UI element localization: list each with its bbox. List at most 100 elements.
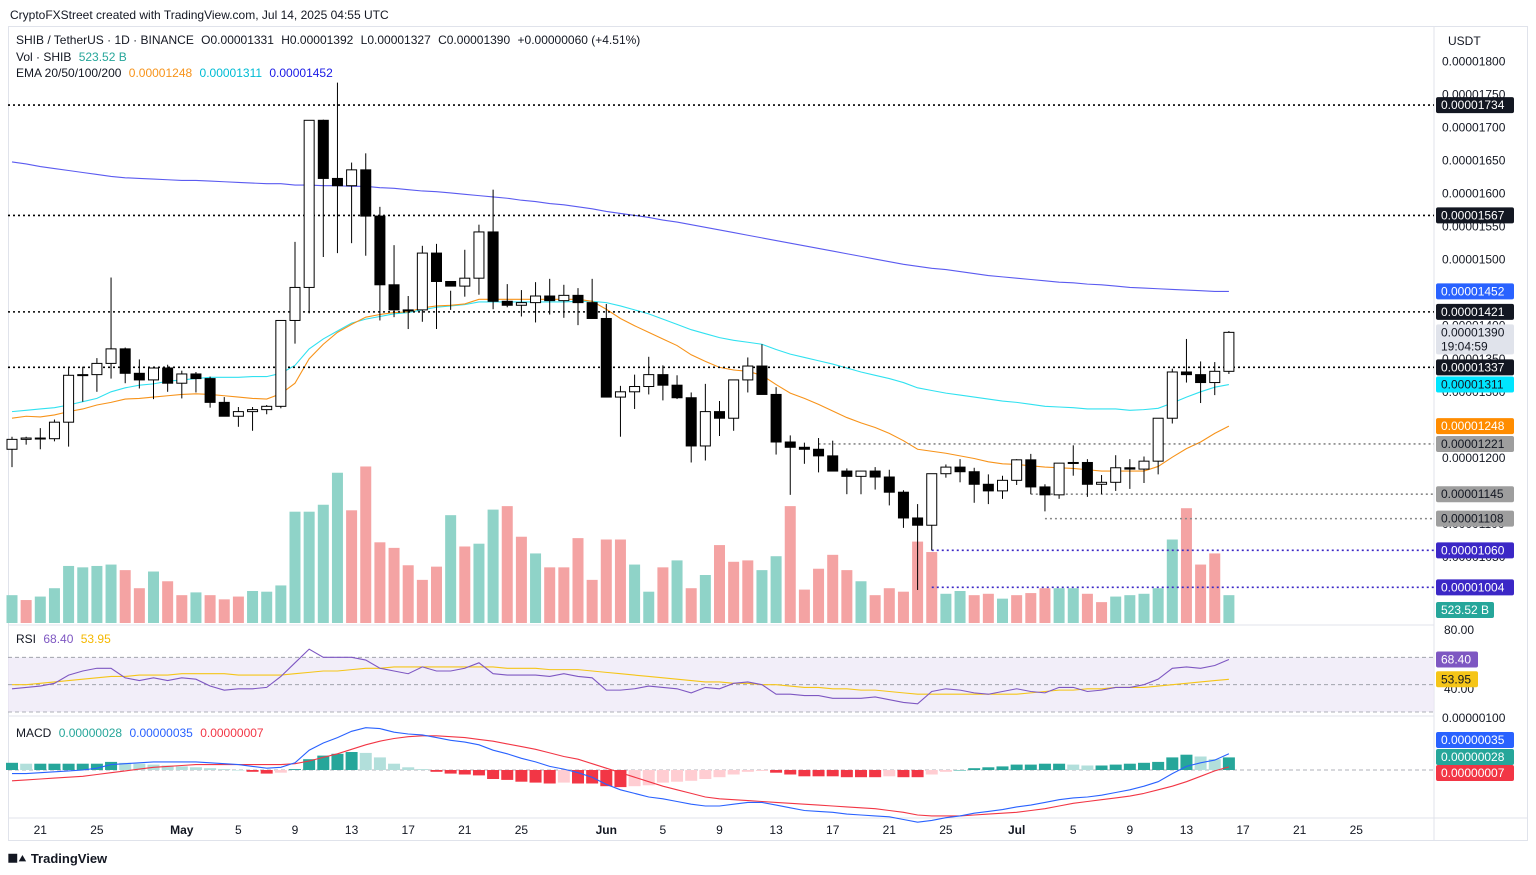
candle-up[interactable] — [289, 286, 301, 321]
candle-up[interactable] — [303, 119, 315, 288]
candle-down[interactable] — [331, 177, 343, 187]
candle-down[interactable] — [586, 302, 598, 319]
candle-up[interactable] — [247, 409, 259, 413]
candle-down[interactable] — [1039, 486, 1051, 496]
ema-label[interactable]: EMA 20/50/100/200 — [16, 66, 122, 80]
volume-bar — [204, 595, 216, 623]
candle-down[interactable] — [501, 300, 513, 306]
candle-down[interactable] — [897, 491, 909, 519]
candle-down[interactable] — [317, 119, 329, 179]
candle-down[interactable] — [756, 365, 768, 395]
candle-up[interactable] — [1067, 461, 1079, 464]
candle-down[interactable] — [671, 384, 683, 399]
candle-down[interactable] — [445, 280, 457, 287]
candle-down[interactable] — [431, 252, 442, 282]
candle-down[interactable] — [968, 471, 980, 485]
candle-down[interactable] — [1180, 371, 1192, 376]
candle-up[interactable] — [940, 466, 952, 475]
candle-up[interactable] — [275, 319, 287, 407]
candle-up[interactable] — [643, 374, 655, 388]
candle-up[interactable] — [530, 295, 542, 304]
candle-down[interactable] — [374, 215, 386, 286]
symbol-name[interactable]: SHIB / TetherUS · 1D · BINANCE — [16, 33, 194, 47]
candle-up[interactable] — [997, 479, 1008, 492]
macd-histogram-bar — [855, 770, 867, 778]
candle-up[interactable] — [699, 411, 711, 447]
candle-up[interactable] — [20, 437, 32, 440]
macd-label[interactable]: MACD — [16, 726, 52, 740]
candle-down[interactable] — [784, 441, 796, 448]
candle-up[interactable] — [1152, 417, 1164, 462]
candle-up[interactable] — [473, 231, 485, 279]
candle-up[interactable] — [1166, 371, 1178, 419]
candle-up[interactable] — [629, 386, 641, 393]
candle-down[interactable] — [770, 393, 782, 443]
candle-up[interactable] — [1223, 331, 1235, 372]
candle-down[interactable] — [1025, 459, 1037, 488]
candle-up[interactable] — [1011, 459, 1023, 481]
candle-down[interactable] — [841, 470, 853, 477]
candle-down[interactable] — [572, 294, 584, 304]
candle-up[interactable] — [105, 348, 117, 364]
volume-bar — [841, 570, 853, 623]
candle-up[interactable] — [558, 294, 570, 302]
candle-up[interactable] — [728, 379, 740, 419]
candle-down[interactable] — [982, 483, 994, 492]
candle-up[interactable] — [1096, 481, 1108, 485]
rsi-label[interactable]: RSI — [16, 632, 37, 646]
rsi-ma-axis-label: 53.95 — [1441, 672, 1471, 686]
candle-up[interactable] — [63, 374, 75, 423]
candle-up[interactable] — [1209, 370, 1221, 384]
candle-up[interactable] — [346, 169, 358, 187]
candle-down[interactable] — [204, 378, 216, 403]
candle-up[interactable] — [232, 411, 244, 417]
candle-down[interactable] — [600, 317, 612, 398]
candle-up[interactable] — [261, 405, 273, 411]
candle-down[interactable] — [954, 466, 966, 473]
candle-up[interactable] — [6, 438, 18, 450]
candle-down[interactable] — [827, 455, 839, 472]
candle-up[interactable] — [1110, 467, 1122, 483]
candle-down[interactable] — [487, 231, 499, 302]
candle-down[interactable] — [34, 437, 46, 440]
candle-down[interactable] — [883, 476, 895, 493]
candle-down[interactable] — [1081, 461, 1093, 485]
candle-down[interactable] — [388, 284, 400, 311]
candle-down[interactable] — [869, 470, 881, 478]
candle-up[interactable] — [459, 277, 471, 287]
candle-up[interactable] — [1053, 462, 1065, 496]
candle-down[interactable] — [1124, 467, 1136, 470]
candle-down[interactable] — [813, 448, 825, 457]
candle-up[interactable] — [742, 365, 754, 381]
candle-down[interactable] — [912, 517, 924, 526]
candle-down[interactable] — [162, 367, 174, 384]
candle-down[interactable] — [714, 411, 725, 419]
candle-up[interactable] — [416, 252, 428, 311]
candle-down[interactable] — [798, 446, 810, 450]
candle-down[interactable] — [1195, 374, 1207, 384]
candle-up[interactable] — [148, 367, 159, 381]
candle-down[interactable] — [119, 348, 131, 374]
candle-up[interactable] — [48, 421, 60, 440]
candle-down[interactable] — [685, 397, 697, 447]
level-label-bg — [1436, 207, 1514, 224]
candle-down[interactable] — [190, 373, 202, 380]
candle-up[interactable] — [91, 362, 103, 376]
candle-up[interactable] — [176, 373, 188, 384]
candle-up[interactable] — [402, 309, 414, 312]
candle-down[interactable] — [544, 295, 556, 302]
candle-down[interactable] — [218, 401, 230, 417]
candle-up[interactable] — [515, 302, 527, 306]
candle-up[interactable] — [77, 374, 89, 377]
candle-down[interactable] — [360, 169, 372, 217]
candle-down[interactable] — [133, 372, 145, 381]
candle-up[interactable] — [614, 391, 626, 398]
currency-label[interactable]: USDT — [1448, 34, 1481, 48]
candle-up[interactable] — [1138, 460, 1150, 470]
candle-up[interactable] — [926, 473, 938, 526]
candle-up[interactable] — [855, 470, 867, 477]
tradingview-logo[interactable]: ⯀⯅ TradingView — [8, 851, 107, 867]
candle-down[interactable] — [657, 374, 669, 386]
volume-label[interactable]: Vol · SHIB — [16, 50, 72, 64]
